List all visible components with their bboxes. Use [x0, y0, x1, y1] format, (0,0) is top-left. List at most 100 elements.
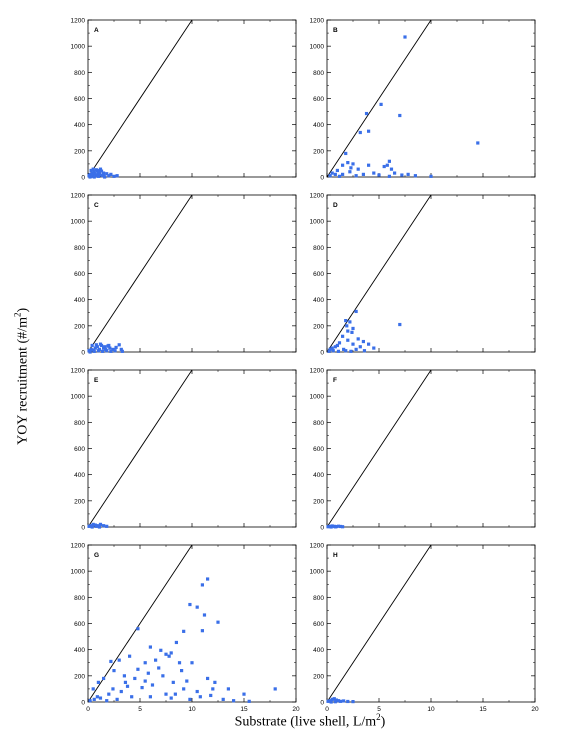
y-tick-label: 1200 — [310, 18, 325, 25]
data-point — [335, 343, 339, 348]
panel-frame — [326, 19, 536, 178]
data-point — [356, 167, 360, 171]
y-tick-label: 800 — [313, 70, 324, 77]
data-point — [354, 347, 358, 351]
data-point — [346, 161, 350, 165]
data-point — [200, 583, 204, 587]
data-point — [351, 326, 355, 331]
y-tick-label: 1000 — [71, 44, 86, 51]
data-point — [336, 349, 341, 353]
data-point — [387, 174, 391, 178]
data-point — [98, 173, 103, 177]
y-tick-label: 0 — [81, 175, 85, 182]
data-point — [336, 699, 341, 703]
data-point — [96, 170, 100, 174]
y-tick-label: 0 — [81, 525, 85, 532]
data-point — [105, 172, 109, 176]
y-tick-label: 1000 — [71, 569, 86, 576]
panel-D: 0 200 400 600 800 1000 1200 D — [310, 193, 536, 357]
data-point — [327, 349, 331, 353]
y-tick-label: 0 — [320, 350, 324, 357]
y-tick-label: 600 — [313, 271, 324, 278]
data-point — [130, 695, 134, 699]
data-point — [387, 159, 391, 163]
data-point — [93, 346, 97, 350]
data-point — [361, 339, 365, 344]
y-tick-label: 0 — [320, 175, 324, 182]
data-point — [171, 680, 175, 684]
y-tick-label: 400 — [74, 647, 85, 654]
y-tick-label: 1000 — [310, 394, 325, 401]
data-point — [216, 620, 220, 624]
data-point — [209, 693, 213, 698]
y-tick-label: 600 — [313, 96, 324, 103]
data-point — [102, 171, 106, 175]
data-point — [344, 349, 348, 353]
data-point — [164, 692, 168, 696]
y-tick-label: 1000 — [310, 219, 325, 226]
data-point — [123, 680, 128, 684]
data-point — [344, 319, 348, 323]
data-point — [195, 689, 199, 694]
data-point — [107, 692, 111, 696]
data-point — [364, 111, 369, 116]
data-point — [102, 676, 106, 681]
data-point — [119, 689, 123, 694]
data-point — [389, 167, 394, 171]
data-point — [328, 174, 332, 178]
data-point — [213, 680, 217, 684]
panel-label: B — [333, 27, 338, 34]
data-point — [331, 349, 335, 353]
data-point — [344, 151, 348, 156]
data-point — [98, 696, 103, 700]
panel-frame — [326, 544, 536, 703]
data-point — [333, 525, 337, 529]
x-tick-label: 15 — [240, 706, 248, 713]
data-point — [330, 171, 334, 175]
panel-H: 0 200 400 600 800 1000 1200 0 5 10 15 20 H — [310, 543, 539, 714]
y-tick-label: 200 — [74, 498, 85, 505]
data-point — [109, 349, 113, 353]
reference-line — [326, 369, 432, 528]
data-point — [358, 345, 362, 349]
data-point — [182, 687, 186, 691]
panel-E: 0 200 400 600 800 1000 1200 E — [71, 368, 297, 532]
data-point — [169, 696, 173, 700]
data-point — [273, 687, 277, 691]
data-point — [348, 170, 352, 174]
data-point — [89, 347, 93, 351]
data-point — [346, 338, 350, 342]
data-point — [174, 640, 178, 645]
data-point — [190, 661, 194, 665]
data-point — [476, 141, 480, 145]
data-point — [119, 347, 123, 351]
data-point — [96, 349, 100, 353]
data-point — [226, 687, 230, 691]
data-point — [148, 645, 152, 649]
y-tick-label: 800 — [313, 420, 324, 427]
data-point — [247, 699, 251, 703]
y-tick-label: 600 — [313, 446, 324, 453]
y-tick-label: 1200 — [71, 193, 86, 200]
y-tick-label: 400 — [74, 297, 85, 304]
data-point — [91, 167, 95, 171]
y-tick-label: 200 — [74, 323, 85, 330]
data-point — [88, 172, 92, 176]
data-point — [95, 345, 99, 349]
data-point — [143, 661, 147, 665]
data-point — [330, 346, 334, 350]
data-point — [92, 170, 96, 174]
y-tick-label: 200 — [313, 323, 324, 330]
data-point — [406, 172, 410, 176]
y-tick-label: 200 — [313, 498, 324, 505]
y-tick-label: 200 — [313, 673, 324, 680]
x-tick-label: 0 — [86, 706, 90, 713]
data-point — [188, 602, 192, 607]
data-point — [348, 320, 352, 324]
panel-F: 0 200 400 600 800 1000 1200 F — [310, 368, 536, 532]
data-point — [182, 629, 186, 633]
panel-B: 0 200 400 600 800 1000 1200 B — [310, 18, 536, 182]
data-point — [180, 669, 184, 673]
data-point — [112, 669, 116, 673]
y-tick-label: 400 — [313, 297, 324, 304]
